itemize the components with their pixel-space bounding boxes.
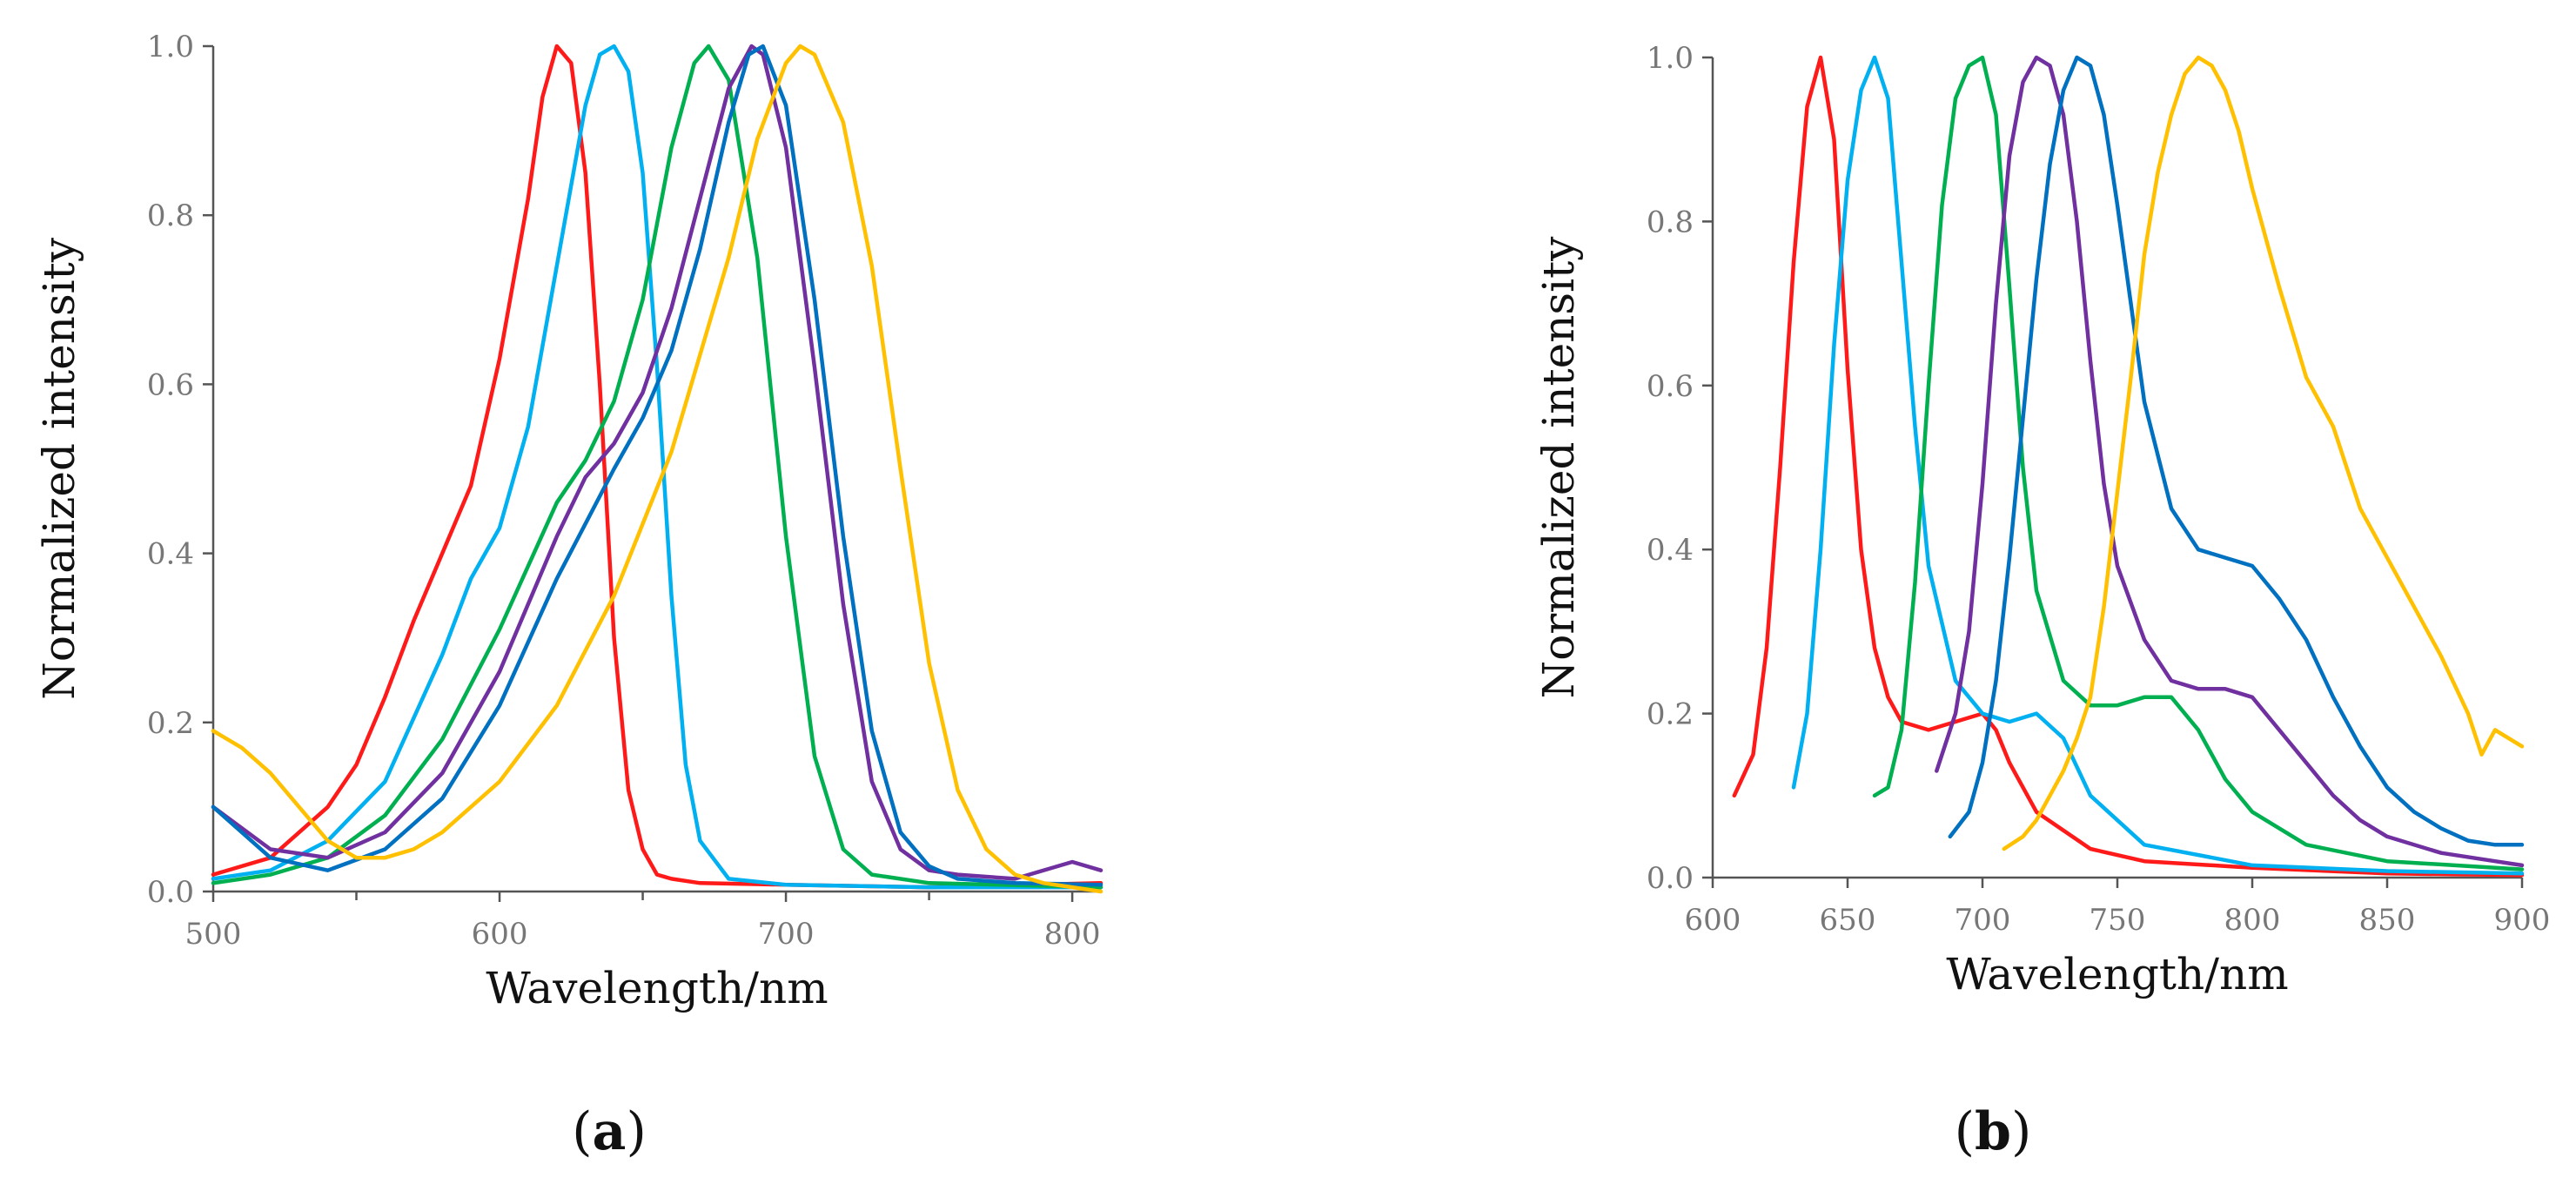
- chart-b-y-tick-label: 0.6: [1647, 369, 1694, 404]
- chart-a-series-purple: [211, 44, 1104, 881]
- chart-a-y-tick-label: 0.4: [147, 537, 194, 572]
- chart-a-y-tick-label: 0.8: [147, 198, 194, 233]
- chart-b-x-tick-label: 900: [2494, 903, 2551, 938]
- chart-b-series-red: [1732, 55, 2525, 878]
- chart-a-y-tick-label: 0.6: [147, 367, 194, 402]
- chart-b-series-purple: [1935, 55, 2525, 868]
- chart-b-y-tick-label: 0.4: [1647, 533, 1694, 568]
- chart-a-series-green: [211, 44, 1104, 890]
- chart-a-x-tick-label: 600: [472, 917, 528, 952]
- chart-a-series-cyan: [211, 44, 1104, 890]
- chart-b-y-tick-label: 0.8: [1647, 205, 1694, 239]
- chart-a-series-yellow: [211, 44, 1104, 894]
- chart-a-y-tick-label: 0.0: [147, 875, 194, 910]
- chart-b-x-tick-label: 850: [2359, 903, 2416, 938]
- chart-b-x-tick-label: 650: [1820, 903, 1876, 938]
- chart-a-x-tick-label: 800: [1044, 917, 1101, 952]
- chart-b-y-tick-label: 1.0: [1647, 41, 1694, 76]
- chart-b-x-tick-label: 700: [1955, 903, 2011, 938]
- chart-a-y-tick-label: 0.2: [147, 706, 194, 741]
- chart-b-x-tick-label: 750: [2090, 903, 2146, 938]
- chart-a-x-axis-title: Wavelength/nm: [486, 963, 828, 1013]
- chart-b-series-cyan: [1791, 55, 2525, 876]
- chart-b-y-tick-label: 0.0: [1647, 861, 1694, 896]
- chart-b-series-blue: [1948, 55, 2525, 847]
- chart-a-y-axis-title: Normalized intensity: [34, 237, 84, 700]
- chart-b-series-green: [1872, 55, 2525, 871]
- chart-b-x-tick-label: 800: [2224, 903, 2281, 938]
- chart-b-y-tick-label: 0.2: [1647, 697, 1694, 732]
- chart-a-series-red: [211, 44, 1104, 890]
- chart-b-x-axis-title: Wavelength/nm: [1946, 949, 2288, 999]
- chart-a-x-tick-label: 500: [185, 917, 242, 952]
- chart-b-x-tick-label: 600: [1685, 903, 1741, 938]
- chart-a-series-blue: [211, 44, 1104, 887]
- chart-b-panel-label: (b): [1955, 1101, 2032, 1162]
- chart-a-y-tick-label: 1.0: [147, 30, 194, 64]
- chart-panel-a: 0.0 0.2 0.4 0.6 0.8 1.0 500 600 700 800 Wavelength…: [34, 30, 1104, 1162]
- chart-b-series-yellow: [2002, 55, 2525, 851]
- chart-a-x-tick-label: 700: [758, 917, 815, 952]
- chart-a-panel-label: (a): [572, 1101, 647, 1162]
- chart-b-y-axis-title: Normalized intensity: [1533, 236, 1584, 699]
- chart-panel-b: 0.0 0.2 0.4 0.6 0.8 1.0 600 650 700 750 800 850 900 W…: [1533, 41, 2550, 1162]
